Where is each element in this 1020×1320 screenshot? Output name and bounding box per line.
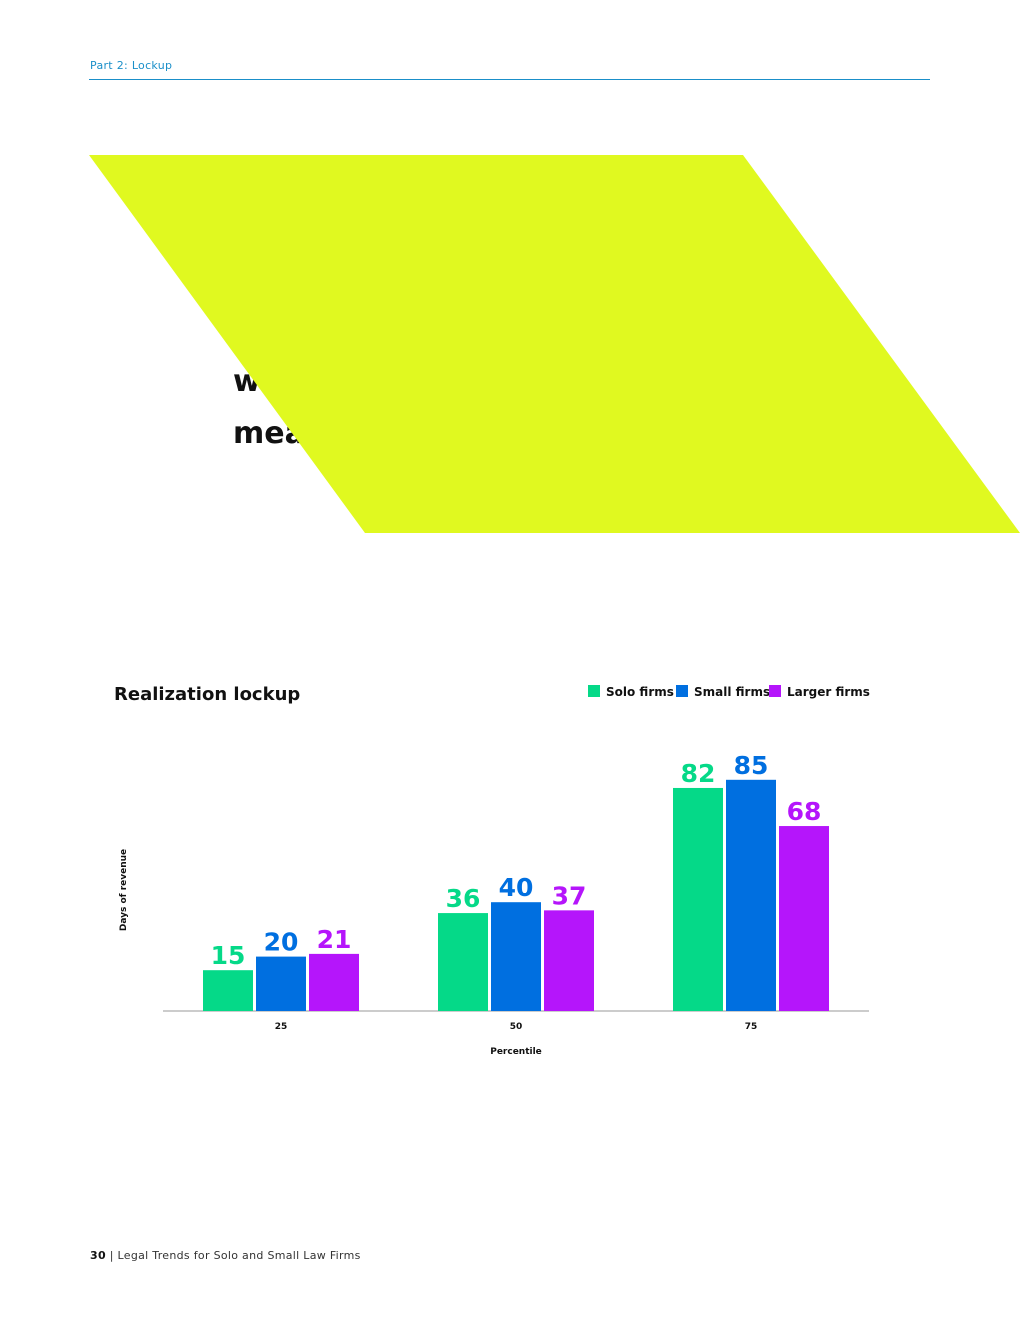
footer-title: Legal Trends for Solo and Small Law Firm… (117, 1249, 361, 1262)
legend-label: Small firms (694, 685, 770, 699)
header-rule (89, 79, 930, 80)
data-label: 36 (446, 884, 481, 913)
legend-label: Larger firms (787, 685, 870, 699)
legend-label: Solo firms (606, 685, 674, 699)
data-label: 85 (734, 751, 769, 780)
bar (203, 970, 253, 1011)
bar (256, 956, 306, 1011)
bar (673, 787, 723, 1011)
x-tick-label: 50 (510, 1022, 523, 1032)
legend-swatch (676, 685, 688, 697)
y-axis-label: Days of revenue (119, 849, 129, 931)
data-label: 15 (211, 941, 246, 970)
highlight-shape (89, 155, 1020, 533)
bar (438, 913, 488, 1011)
legend-swatch (588, 685, 600, 697)
chart: Realization lockup Percentile Days of re… (114, 684, 870, 1057)
x-tick-label: 25 (275, 1022, 288, 1032)
page-number: 30 (90, 1249, 106, 1262)
parallelogram (89, 155, 1020, 533)
data-label: 21 (317, 925, 352, 954)
legend-swatch (769, 685, 781, 697)
bar (491, 902, 541, 1011)
data-label: 40 (499, 873, 534, 902)
section-header: Part 2: Lockup (90, 59, 173, 72)
data-label: 68 (787, 797, 822, 826)
data-label: 82 (681, 759, 716, 788)
data-label: 37 (552, 881, 587, 910)
bar (726, 779, 776, 1011)
bar (779, 826, 829, 1011)
bar (544, 910, 594, 1011)
x-tick-label: 75 (745, 1022, 758, 1032)
x-axis-label: Percentile (490, 1047, 542, 1057)
chart-title: Realization lockup (114, 684, 300, 705)
separator: | (105, 1249, 118, 1262)
data-label: 20 (264, 928, 299, 957)
footer: 30 | Legal Trends for Solo and Small Law… (90, 1249, 361, 1262)
bar (309, 953, 359, 1011)
